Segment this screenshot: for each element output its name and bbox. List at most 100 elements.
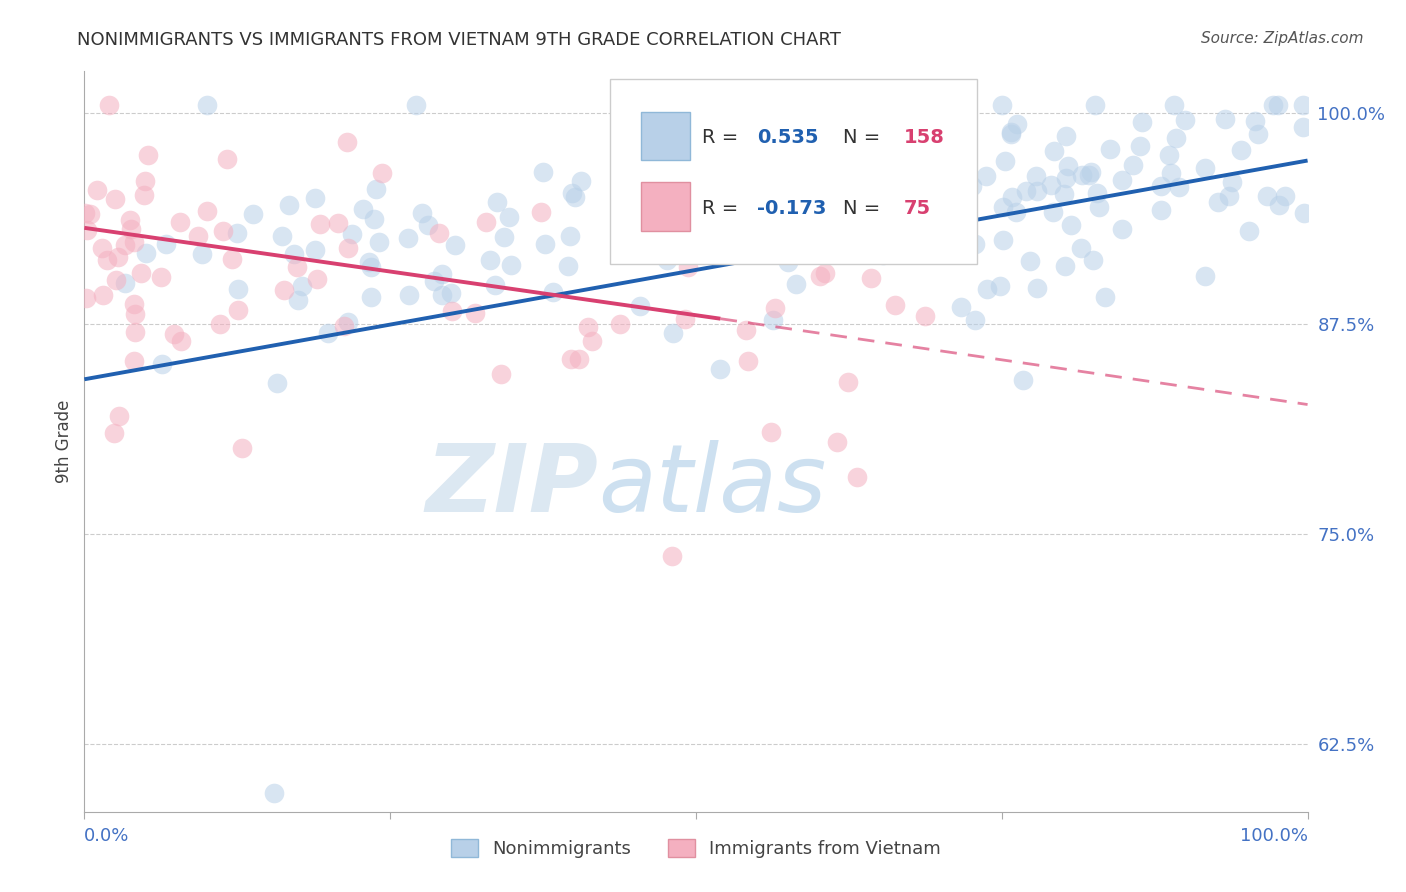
- Point: [776, 255, 799, 269]
- Point: [657, 252, 679, 267]
- Point: [1099, 142, 1122, 156]
- Point: [1078, 169, 1101, 183]
- Point: [1159, 147, 1181, 161]
- Point: [628, 299, 651, 313]
- Point: [122, 235, 145, 249]
- Point: [114, 277, 136, 291]
- Point: [273, 283, 295, 297]
- Point: [1070, 241, 1092, 255]
- Point: [557, 259, 579, 273]
- Point: [195, 204, 218, 219]
- Point: [1019, 254, 1042, 268]
- Text: -0.173: -0.173: [758, 199, 827, 218]
- Point: [1267, 197, 1289, 211]
- Point: [304, 191, 326, 205]
- Point: [96, 252, 118, 267]
- Point: [934, 226, 956, 240]
- Point: [1025, 169, 1047, 183]
- Point: [560, 351, 582, 366]
- Text: N =: N =: [842, 199, 886, 218]
- Point: [1256, 188, 1278, 202]
- Point: [371, 166, 394, 180]
- Point: [366, 182, 388, 196]
- Point: [1060, 218, 1083, 232]
- Text: 100.0%: 100.0%: [1240, 827, 1308, 845]
- Point: [212, 224, 235, 238]
- Point: [1274, 189, 1296, 203]
- Point: [737, 353, 759, 368]
- Point: [1247, 127, 1270, 141]
- Point: [91, 241, 114, 255]
- Point: [988, 278, 1011, 293]
- Point: [1054, 171, 1077, 186]
- Point: [444, 237, 467, 252]
- Point: [763, 301, 786, 315]
- Text: Source: ZipAtlas.com: Source: ZipAtlas.com: [1201, 31, 1364, 46]
- Text: R =: R =: [702, 199, 745, 218]
- Point: [1000, 127, 1022, 141]
- Point: [1229, 144, 1251, 158]
- Point: [155, 237, 177, 252]
- Point: [1150, 202, 1173, 217]
- Point: [494, 229, 516, 244]
- Point: [976, 282, 998, 296]
- Point: [673, 228, 696, 243]
- Point: [291, 279, 314, 293]
- Text: ZIP: ZIP: [425, 440, 598, 532]
- Point: [1291, 120, 1313, 134]
- Point: [430, 267, 453, 281]
- Point: [1042, 205, 1064, 219]
- Point: [118, 213, 141, 227]
- Point: [1071, 168, 1094, 182]
- Point: [1129, 138, 1152, 153]
- Point: [1015, 184, 1038, 198]
- Point: [1291, 98, 1313, 112]
- Point: [814, 266, 837, 280]
- Point: [1122, 158, 1144, 172]
- Point: [501, 258, 523, 272]
- Point: [846, 470, 869, 484]
- Point: [136, 147, 159, 161]
- Point: [1084, 98, 1107, 112]
- Point: [560, 228, 582, 243]
- Point: [1130, 114, 1153, 128]
- Point: [360, 260, 382, 274]
- Point: [107, 250, 129, 264]
- Point: [485, 195, 508, 210]
- Text: R =: R =: [702, 128, 745, 147]
- Point: [1054, 259, 1077, 273]
- Point: [163, 326, 186, 341]
- Point: [195, 98, 218, 112]
- Point: [169, 214, 191, 228]
- Point: [659, 142, 682, 156]
- Point: [834, 244, 856, 259]
- Point: [785, 277, 807, 292]
- Point: [887, 135, 910, 149]
- Point: [271, 228, 294, 243]
- Point: [817, 202, 839, 216]
- Point: [91, 288, 114, 302]
- Point: [221, 252, 243, 266]
- Point: [363, 211, 385, 226]
- Point: [837, 375, 859, 389]
- Point: [475, 215, 498, 229]
- Point: [876, 231, 898, 245]
- Point: [440, 286, 463, 301]
- Point: [1081, 253, 1104, 268]
- Point: [1004, 205, 1026, 219]
- Point: [531, 165, 554, 179]
- Point: [430, 288, 453, 302]
- Point: [949, 112, 972, 127]
- Point: [1194, 161, 1216, 176]
- Point: [1218, 189, 1240, 203]
- Point: [804, 205, 827, 219]
- Point: [761, 425, 783, 440]
- Point: [498, 210, 520, 224]
- Text: NONIMMIGRANTS VS IMMIGRANTS FROM VIETNAM 9TH GRADE CORRELATION CHART: NONIMMIGRANTS VS IMMIGRANTS FROM VIETNAM…: [77, 31, 841, 49]
- Point: [960, 178, 983, 193]
- Text: 158: 158: [904, 128, 945, 147]
- Point: [1167, 180, 1189, 194]
- Point: [733, 223, 755, 237]
- Point: [1150, 179, 1173, 194]
- Point: [440, 304, 463, 318]
